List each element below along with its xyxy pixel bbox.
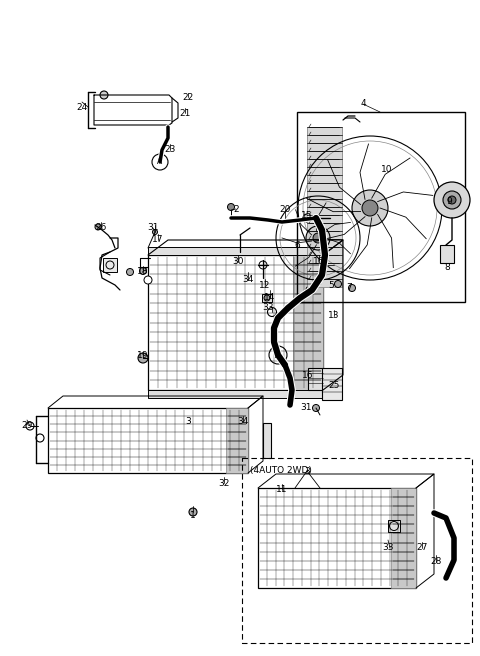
Text: 10: 10 — [381, 165, 393, 174]
Text: 20: 20 — [279, 205, 291, 215]
Circle shape — [434, 182, 470, 218]
Text: 27: 27 — [416, 544, 428, 552]
Text: A: A — [157, 157, 163, 167]
Text: 18: 18 — [137, 268, 149, 276]
Bar — [308, 368, 323, 390]
Text: 17: 17 — [152, 236, 164, 245]
Text: 13: 13 — [328, 312, 340, 321]
Text: 33: 33 — [262, 304, 274, 312]
Circle shape — [138, 353, 148, 363]
Circle shape — [140, 268, 146, 274]
Circle shape — [269, 346, 287, 364]
Bar — [148, 255, 323, 390]
Bar — [226, 408, 248, 473]
Bar — [307, 127, 342, 287]
Text: 23: 23 — [164, 146, 176, 155]
Bar — [322, 368, 342, 400]
Bar — [293, 255, 323, 390]
Text: 15: 15 — [301, 211, 313, 220]
Circle shape — [144, 276, 152, 284]
Bar — [263, 423, 271, 458]
Circle shape — [95, 224, 101, 230]
Bar — [297, 112, 465, 302]
Text: 4: 4 — [360, 98, 366, 108]
Circle shape — [259, 261, 267, 269]
Bar — [103, 258, 117, 272]
Bar — [258, 488, 416, 588]
Text: 11: 11 — [276, 485, 288, 495]
Text: (4AUTO 2WD): (4AUTO 2WD) — [250, 466, 312, 476]
Text: 8: 8 — [444, 262, 450, 272]
Circle shape — [335, 281, 341, 287]
Circle shape — [362, 200, 378, 216]
Text: 5: 5 — [328, 281, 334, 289]
Circle shape — [26, 422, 34, 430]
Text: 34: 34 — [242, 276, 254, 285]
Circle shape — [189, 508, 197, 516]
Text: 1: 1 — [190, 512, 196, 520]
Text: 9: 9 — [446, 197, 452, 207]
Circle shape — [127, 268, 133, 276]
Text: 25: 25 — [328, 380, 340, 390]
Text: 14: 14 — [264, 293, 276, 302]
Text: 21: 21 — [180, 108, 191, 117]
Text: 31: 31 — [147, 224, 159, 232]
Bar — [48, 408, 248, 473]
Text: 31: 31 — [300, 403, 312, 413]
Text: 16: 16 — [302, 371, 314, 380]
Circle shape — [315, 227, 325, 237]
Text: 16: 16 — [313, 258, 325, 266]
Circle shape — [153, 230, 157, 234]
Circle shape — [228, 203, 235, 211]
Circle shape — [352, 190, 388, 226]
Text: 32: 32 — [218, 478, 230, 487]
Circle shape — [448, 196, 456, 204]
Text: 30: 30 — [232, 258, 244, 266]
Text: 28: 28 — [430, 558, 442, 567]
Text: 34: 34 — [237, 417, 249, 426]
Text: 33: 33 — [382, 544, 394, 552]
Circle shape — [100, 91, 108, 99]
Circle shape — [315, 256, 323, 264]
Circle shape — [264, 295, 270, 301]
Circle shape — [267, 308, 276, 316]
Circle shape — [313, 233, 323, 243]
Bar — [391, 488, 416, 588]
Text: A: A — [276, 350, 281, 359]
Circle shape — [312, 405, 320, 411]
Text: 24: 24 — [76, 102, 88, 112]
Text: 19: 19 — [137, 350, 149, 359]
Circle shape — [306, 286, 314, 294]
Bar — [388, 520, 400, 532]
Bar — [148, 390, 323, 398]
Circle shape — [303, 214, 311, 222]
Text: 3: 3 — [304, 466, 310, 476]
Bar — [262, 294, 272, 302]
Bar — [148, 247, 323, 255]
Circle shape — [443, 191, 461, 209]
Text: 3: 3 — [185, 417, 191, 426]
Circle shape — [348, 285, 356, 291]
Text: 29: 29 — [21, 422, 33, 430]
Text: 2: 2 — [233, 205, 239, 213]
Text: 26: 26 — [96, 224, 107, 232]
Text: 22: 22 — [182, 92, 193, 102]
Bar — [440, 245, 454, 263]
Text: 12: 12 — [259, 281, 271, 289]
Text: 6: 6 — [294, 241, 300, 249]
Circle shape — [36, 434, 44, 442]
Circle shape — [306, 226, 330, 250]
Text: 7: 7 — [346, 283, 352, 291]
Circle shape — [311, 260, 321, 270]
